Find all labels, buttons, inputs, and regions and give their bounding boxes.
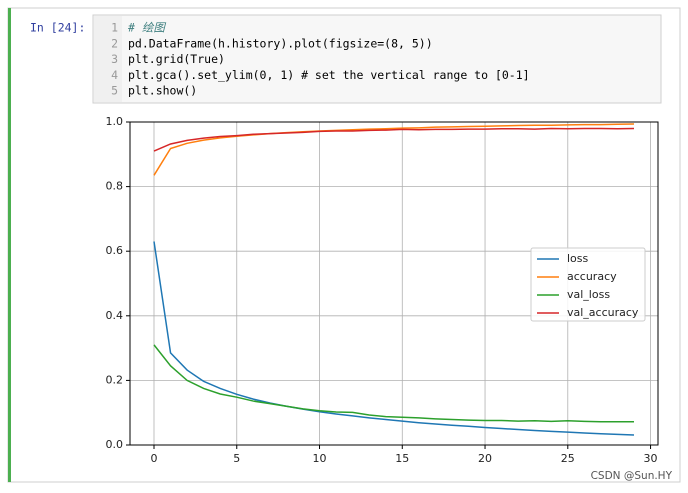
code-lines: 1 # 绘图 2 pd.DataFrame(h.history).plot(figsi… [111, 21, 530, 98]
y-tick-label: 0.8 [106, 180, 124, 193]
line-number: 1 [111, 21, 118, 35]
series-line [153, 123, 635, 176]
y-tick-label: 0.0 [106, 438, 124, 451]
code-line: plt.grid(True) [128, 52, 225, 66]
y-tick-label: 0.6 [106, 244, 124, 257]
code-line: plt.show() [128, 84, 197, 98]
x-tick-label: 10 [313, 452, 327, 465]
x-tick-label: 25 [561, 452, 575, 465]
line-number: 3 [111, 52, 118, 66]
y-tick-label: 0.2 [106, 373, 124, 386]
chart: 0.0 0.2 0.4 0.6 0.8 1.0 0 5 10 15 20 25 30 loss accura… [106, 115, 659, 465]
plot-frame [129, 121, 659, 446]
x-tick-label: 0 [151, 452, 158, 465]
prompt: In [24]: [30, 21, 85, 35]
y-tick-label: 1.0 [106, 115, 124, 128]
series-line [153, 241, 635, 436]
legend-label: val_accuracy [567, 306, 639, 319]
code-line: plt.gca().set_ylim(0, 1) # set the verti… [128, 68, 530, 82]
cell-selected-bar [8, 8, 11, 482]
line-number: 2 [111, 36, 118, 50]
x-tick-label: 5 [233, 452, 240, 465]
line-number: 5 [111, 84, 118, 98]
watermark: CSDN @Sun.HY [591, 470, 673, 482]
code-editor[interactable] [92, 14, 662, 104]
line-number: 4 [111, 68, 118, 82]
code-line: # 绘图 [127, 21, 166, 35]
legend-box [530, 247, 646, 322]
y-tick-label: 0.4 [106, 309, 124, 322]
series-line [153, 344, 634, 423]
legend-label: val_loss [567, 288, 610, 301]
x-tick-label: 30 [644, 452, 658, 465]
legend-label: accuracy [567, 270, 617, 283]
x-tick-label: 20 [478, 452, 492, 465]
x-tick-label: 15 [395, 452, 409, 465]
gutter [94, 16, 122, 102]
legend-label: loss [567, 252, 589, 265]
code-line: pd.DataFrame(h.history).plot(figsize=(8,… [128, 36, 433, 50]
series-line [153, 127, 635, 152]
